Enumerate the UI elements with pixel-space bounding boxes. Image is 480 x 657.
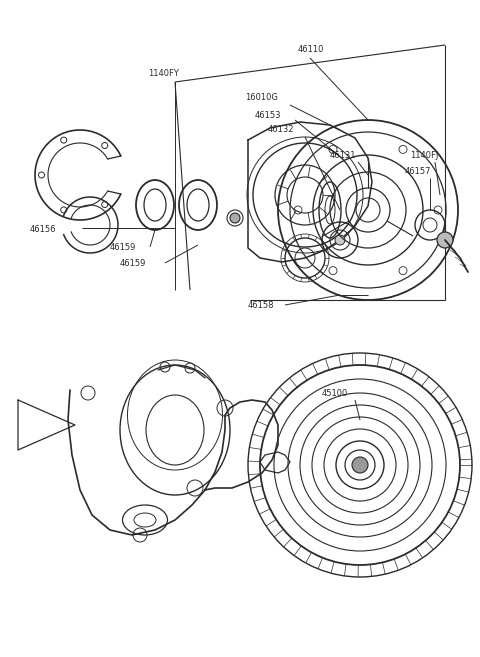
- Text: 46110: 46110: [298, 45, 324, 55]
- Text: 46157: 46157: [405, 168, 432, 177]
- Text: 46158: 46158: [248, 300, 275, 309]
- Circle shape: [335, 235, 345, 245]
- Text: 46132: 46132: [268, 125, 295, 135]
- Circle shape: [230, 213, 240, 223]
- Text: 46131: 46131: [330, 150, 357, 160]
- Text: 16010G: 16010G: [245, 93, 278, 102]
- Text: 1140FY: 1140FY: [148, 68, 179, 78]
- Text: 1140FJ: 1140FJ: [410, 150, 438, 160]
- Circle shape: [352, 457, 368, 473]
- Text: 46156: 46156: [30, 225, 57, 235]
- Circle shape: [437, 232, 453, 248]
- Text: 46159: 46159: [110, 242, 136, 252]
- Text: 45100: 45100: [322, 388, 348, 397]
- Text: 46153: 46153: [255, 110, 281, 120]
- Text: 46159: 46159: [120, 258, 146, 267]
